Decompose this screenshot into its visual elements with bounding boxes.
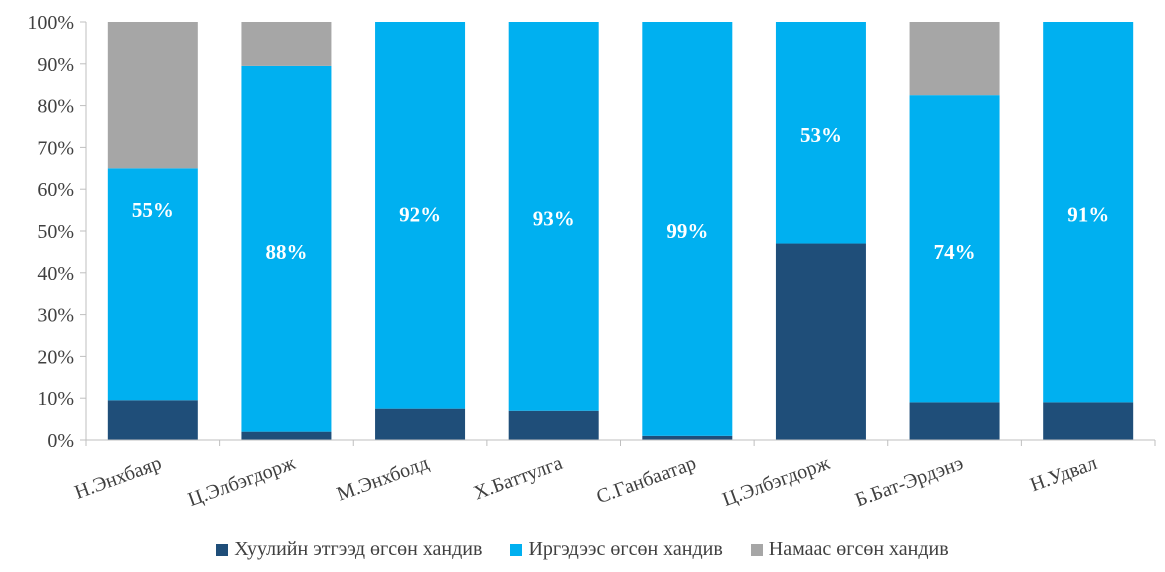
bar-segment-legal-entity: [775, 243, 866, 440]
x-category-label: Б.Бат-Эрдэнэ: [852, 452, 966, 511]
bar-segment-legal-entity: [1043, 402, 1134, 440]
bar-segment-party: [107, 22, 198, 169]
legend-swatch-citizens: [510, 543, 523, 556]
bar-segment-citizens: [1043, 22, 1134, 403]
data-label: 93%: [533, 206, 575, 230]
bar-segment-legal-entity: [508, 410, 599, 440]
bar-segment-legal-entity: [909, 402, 1000, 440]
y-tick-label: 100%: [27, 12, 74, 34]
bar-segment-citizens: [508, 22, 599, 411]
bar-segment-citizens: [241, 65, 332, 432]
y-axis: 0% 10% 20% 30% 40% 50% 60% 70% 80% 90% 100%: [27, 12, 87, 452]
bar-segment-citizens: [909, 95, 1000, 403]
y-tick-label: 40%: [37, 263, 74, 285]
bar-segment-party: [241, 22, 332, 66]
data-label: 53%: [800, 123, 842, 147]
data-label: 92%: [399, 202, 441, 226]
bars: 55% 88% 92% 93% 99% 53% 74% 91%: [107, 22, 1134, 440]
data-label: 74%: [934, 240, 976, 264]
y-tick-label: 70%: [37, 137, 74, 159]
x-category-label: Н.Энхбаяр: [72, 452, 165, 504]
stacked-bar-chart: 0% 10% 20% 30% 40% 50% 60% 70% 80% 90% 100% 55% 88%…: [27, 12, 1156, 511]
data-label: 91%: [1067, 202, 1109, 226]
x-category-label: Ц.Элбэгдорж: [720, 452, 833, 511]
legend-swatch-legal-entity: [216, 543, 229, 556]
bar-segment-legal-entity: [107, 400, 198, 440]
bar-segment-legal-entity: [375, 408, 466, 440]
y-tick-label: 10%: [37, 388, 74, 410]
y-tick-label: 50%: [37, 221, 74, 243]
legend-item-party: Намаас өгсөн хандив: [750, 538, 949, 561]
y-tick-label: 60%: [37, 179, 74, 201]
x-category-label: М.Энхболд: [334, 452, 432, 506]
y-tick-label: 90%: [37, 54, 74, 76]
legend-item-legal-entity: Хуулийн этгээд өгсөн хандив: [216, 538, 482, 561]
y-tick-label: 20%: [37, 346, 74, 368]
bar-segment-citizens: [375, 22, 466, 409]
legend: Хуулийн этгээд өгсөн хандив Иргэдээс өгс…: [0, 538, 1165, 561]
bar-segment-legal-entity: [642, 435, 733, 440]
legend-label-party: Намаас өгсөн хандив: [768, 538, 949, 560]
bar-segment-party: [909, 22, 1000, 96]
y-tick-label: 80%: [37, 96, 74, 118]
x-axis: Н.Энхбаяр Ц.Элбэгдорж М.Энхболд Х.Баттулга С…: [72, 439, 1156, 511]
data-label: 55%: [132, 198, 174, 222]
y-tick-label: 30%: [37, 305, 74, 327]
legend-swatch-party: [750, 543, 763, 556]
legend-label-legal-entity: Хуулийн этгээд өгсөн хандив: [234, 538, 483, 560]
legend-label-citizens: Иргэдээс өгсөн хандив: [528, 538, 723, 560]
legend-item-citizens: Иргэдээс өгсөн хандив: [510, 538, 723, 561]
x-category-label: С.Ганбаатар: [594, 452, 700, 508]
bar-segment-citizens: [107, 168, 198, 401]
x-category-label: Х.Баттулга: [471, 452, 566, 504]
bar-segment-citizens: [642, 22, 733, 436]
bar-segment-citizens: [775, 22, 866, 244]
bar-segment-legal-entity: [241, 431, 332, 440]
data-label: 88%: [265, 240, 307, 264]
y-tick-label: 0%: [47, 430, 74, 452]
x-category-label: Ц.Элбэгдорж: [185, 452, 298, 511]
x-category-label: Н.Удвал: [1027, 452, 1100, 496]
data-label: 99%: [666, 219, 708, 243]
